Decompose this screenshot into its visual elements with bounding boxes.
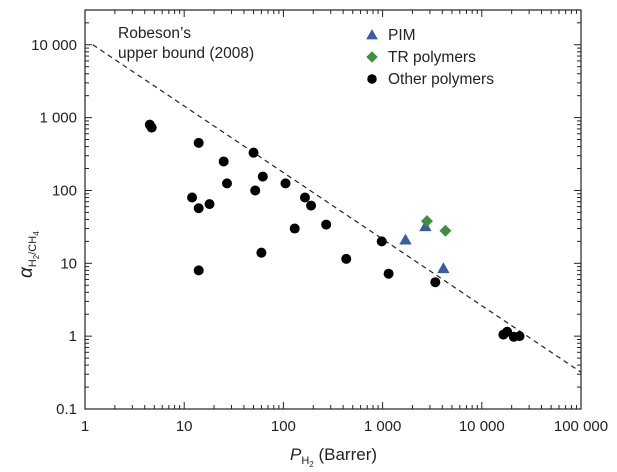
legend-label-pim: PIM bbox=[388, 27, 416, 44]
y-tick-label: 10 000 bbox=[31, 37, 77, 54]
x-axis-label-main: P bbox=[290, 445, 302, 464]
data-point-other-polymers bbox=[306, 200, 317, 211]
x-tick-label: 10 bbox=[176, 418, 193, 435]
upper-bound-line bbox=[92, 44, 582, 373]
data-point-other-polymers bbox=[218, 156, 229, 167]
data-point-other-polymers bbox=[280, 178, 291, 189]
x-axis-label-rest: (Barrer) bbox=[314, 445, 377, 464]
data-point-other-polymers bbox=[376, 236, 387, 247]
y-tick-label: 1 bbox=[69, 328, 77, 345]
x-tick-label: 100 000 bbox=[554, 418, 608, 435]
y-tick-label: 0.1 bbox=[56, 401, 77, 418]
data-point-other-polymers bbox=[193, 137, 204, 148]
data-point-other-polymers bbox=[257, 171, 268, 182]
data-point-other-polymers bbox=[321, 219, 332, 230]
x-tick-label: 1 000 bbox=[364, 418, 402, 435]
y-axis-label-main: α bbox=[16, 266, 37, 278]
data-point-other-polymers bbox=[299, 192, 310, 203]
y-tick-label: 1 000 bbox=[39, 110, 77, 127]
data-point-pim bbox=[437, 262, 450, 274]
x-tick-label: 10 000 bbox=[459, 418, 505, 435]
data-point-other-polymers bbox=[514, 331, 525, 342]
data-point-other-polymers bbox=[221, 178, 232, 189]
data-point-pim bbox=[399, 233, 412, 245]
y-axis-label-sub2: 2 bbox=[32, 254, 41, 259]
legend-marker-tr-polymers bbox=[366, 51, 378, 63]
annotation-line-2: upper bound (2008) bbox=[118, 45, 254, 62]
data-point-tr-polymers bbox=[439, 224, 452, 237]
y-axis-label-sub4: 4 bbox=[32, 231, 41, 236]
data-point-other-polymers bbox=[250, 185, 261, 196]
data-point-other-polymers bbox=[146, 122, 157, 133]
data-point-other-polymers bbox=[204, 199, 215, 210]
data-point-other-polymers bbox=[341, 253, 352, 264]
y-tick-label: 10 bbox=[60, 255, 77, 272]
data-point-other-polymers bbox=[193, 203, 204, 214]
legend-marker-pim bbox=[366, 29, 378, 40]
x-tick-label: 1 bbox=[81, 418, 89, 435]
data-point-tr-polymers bbox=[420, 215, 433, 228]
data-point-other-polymers bbox=[256, 247, 267, 258]
annotation-line-1: Robeson’s bbox=[118, 25, 191, 42]
y-axis-label: αH2/CH4 bbox=[16, 231, 41, 278]
legend-marker-other-polymers bbox=[367, 74, 377, 84]
data-point-other-polymers bbox=[248, 147, 259, 158]
data-point-other-polymers bbox=[289, 223, 300, 234]
data-point-pim bbox=[419, 220, 432, 232]
x-axis-label: PH2 (Barrer) bbox=[290, 445, 377, 469]
legend-label-other-polymers: Other polymers bbox=[388, 71, 494, 88]
plot-frame bbox=[84, 9, 582, 410]
data-point-other-polymers bbox=[193, 265, 204, 276]
y-axis-label-sub: H bbox=[27, 259, 39, 267]
x-axis-label-sub2: 2 bbox=[309, 460, 314, 469]
data-point-other-polymers bbox=[187, 192, 198, 203]
data-point-other-polymers bbox=[383, 268, 394, 279]
x-tick-label: 100 bbox=[271, 418, 296, 435]
y-axis-label-sub3: /CH bbox=[27, 236, 39, 255]
legend: PIM TR polymers Other polymers bbox=[366, 27, 494, 88]
data-point-other-polymers bbox=[430, 277, 441, 288]
y-tick-label: 100 bbox=[52, 182, 77, 199]
legend-label-tr-polymers: TR polymers bbox=[388, 49, 476, 66]
x-axis-label-sub: H bbox=[301, 455, 309, 467]
